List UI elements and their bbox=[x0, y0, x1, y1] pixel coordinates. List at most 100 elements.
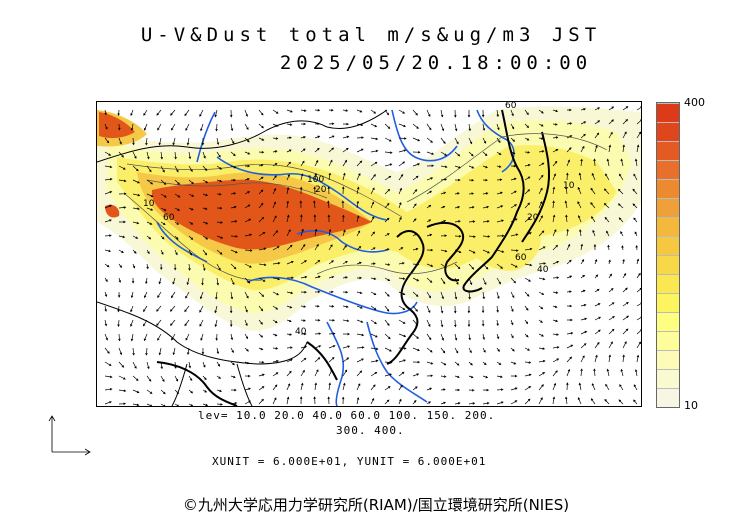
wind-arrow bbox=[590, 398, 596, 405]
colorbar-swatch bbox=[657, 331, 679, 350]
wind-arrow bbox=[538, 215, 543, 223]
wind-arrow bbox=[593, 368, 596, 377]
wind-arrow bbox=[412, 386, 418, 391]
wind-arrow bbox=[398, 291, 406, 296]
wind-arrow bbox=[132, 179, 140, 184]
wind-arrow bbox=[524, 216, 531, 223]
wind-arrow bbox=[157, 123, 162, 131]
wind-arrow bbox=[579, 229, 582, 237]
wind-arrow bbox=[636, 287, 641, 293]
wind-arrow bbox=[174, 389, 180, 395]
wind-arrow bbox=[384, 277, 391, 282]
wind-arrow bbox=[188, 361, 192, 369]
wind-arrow bbox=[146, 249, 150, 255]
wind-arrow bbox=[174, 193, 181, 198]
wind-arrow bbox=[496, 123, 500, 131]
wind-arrow bbox=[216, 347, 220, 355]
wind-arrow bbox=[342, 147, 349, 153]
wind-arrow bbox=[510, 177, 517, 181]
wind-arrow bbox=[258, 176, 264, 181]
wind-arrow bbox=[510, 263, 518, 268]
wind-arrow bbox=[482, 361, 487, 366]
wind-arrow bbox=[566, 172, 569, 181]
wind-arrow bbox=[426, 177, 434, 181]
wind-arrow bbox=[426, 190, 433, 195]
wind-arrow bbox=[244, 178, 250, 181]
wind-arrow bbox=[185, 291, 190, 299]
wind-arrow bbox=[300, 148, 306, 153]
wind-arrow bbox=[342, 332, 351, 336]
colorbar-swatch bbox=[657, 217, 679, 236]
wind-arrow bbox=[482, 291, 486, 300]
wind-arrow bbox=[244, 347, 249, 352]
wind-arrow bbox=[258, 164, 264, 167]
wind-arrow bbox=[328, 332, 336, 335]
borders bbox=[97, 109, 388, 406]
wind-arrow bbox=[216, 249, 223, 255]
contour-label: 100 bbox=[307, 175, 324, 185]
wind-arrow bbox=[454, 137, 459, 145]
wind-arrow bbox=[468, 263, 475, 270]
wind-arrow bbox=[188, 249, 192, 256]
wind-arrow bbox=[328, 369, 333, 377]
wind-arrow bbox=[313, 186, 316, 195]
wind-arrow bbox=[398, 319, 406, 324]
wind-arrow bbox=[300, 109, 307, 112]
wind-arrow bbox=[286, 358, 293, 363]
wind-arrow bbox=[524, 305, 529, 311]
wind-arrow bbox=[384, 399, 390, 405]
wind-arrow bbox=[216, 179, 223, 183]
wind-arrow bbox=[591, 383, 596, 391]
wind-arrow bbox=[230, 375, 236, 379]
wind-arrow bbox=[145, 347, 148, 356]
wind-arrow bbox=[482, 220, 490, 223]
wind-arrow bbox=[426, 263, 434, 267]
wind-arrow bbox=[468, 375, 474, 379]
wind-arrow bbox=[104, 234, 112, 237]
wind-arrow bbox=[370, 262, 376, 265]
wind-arrow bbox=[608, 315, 615, 321]
wind-arrow bbox=[356, 291, 363, 295]
wind-arrow bbox=[384, 291, 390, 297]
wind-arrow bbox=[426, 401, 431, 405]
wind-arrow bbox=[606, 368, 610, 377]
wind-arrow bbox=[300, 228, 304, 237]
wind-arrow bbox=[188, 235, 194, 240]
contour-label: 20 bbox=[315, 185, 327, 195]
wind-arrow bbox=[132, 389, 140, 394]
wind-arrow bbox=[202, 375, 207, 381]
wind-arrow bbox=[604, 216, 610, 223]
wind-arrow bbox=[244, 291, 249, 299]
wind-arrow bbox=[636, 316, 641, 321]
wind-arrow bbox=[566, 228, 569, 237]
wind-arrow bbox=[132, 165, 139, 172]
wind-arrow bbox=[510, 361, 517, 365]
wind-arrow bbox=[426, 333, 432, 341]
wind-arrow bbox=[398, 216, 402, 223]
wind-arrow bbox=[216, 403, 223, 406]
wind-arrow bbox=[104, 165, 113, 169]
wind-arrow bbox=[314, 122, 320, 126]
wind-arrow bbox=[468, 361, 473, 366]
wind-arrow bbox=[184, 305, 190, 313]
wind-arrow bbox=[258, 319, 263, 325]
wind-arrow bbox=[412, 360, 421, 364]
wind-arrow bbox=[286, 244, 293, 251]
wind-arrow bbox=[538, 123, 544, 127]
wind-arrow bbox=[468, 235, 476, 238]
wind-arrow bbox=[605, 173, 610, 181]
wind-arrow bbox=[286, 200, 289, 209]
wind-arrow bbox=[622, 131, 627, 139]
wind-arrow bbox=[580, 145, 585, 153]
wind-arrow bbox=[216, 221, 224, 224]
wind-arrow bbox=[440, 263, 447, 269]
wind-arrow bbox=[171, 333, 176, 341]
wind-arrow bbox=[229, 305, 233, 314]
wind-arrow bbox=[118, 277, 122, 283]
wind-arrow bbox=[622, 287, 628, 293]
wind-arrow bbox=[591, 172, 596, 181]
wind-arrow bbox=[118, 389, 127, 393]
wind-arrow bbox=[440, 109, 444, 118]
wind-arrow bbox=[188, 165, 193, 172]
wind-arrow bbox=[566, 290, 572, 293]
